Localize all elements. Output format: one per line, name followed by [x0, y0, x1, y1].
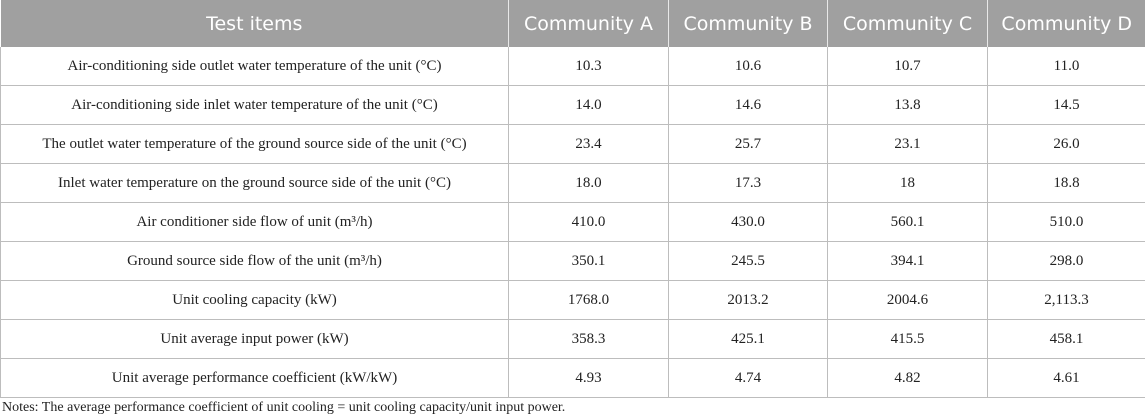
cell-community-c: 2004.6	[827, 280, 988, 320]
cell-community-d: 4.61	[987, 358, 1145, 398]
table-row: Unit average input power (kW) 358.3 425.…	[0, 319, 1145, 359]
cell-community-b: 4.74	[668, 358, 828, 398]
cell-community-a: 10.3	[508, 47, 669, 86]
cell-community-b: 25.7	[668, 124, 828, 164]
cell-community-c: 23.1	[827, 124, 988, 164]
row-label: Ground source side flow of the unit (m³/…	[0, 241, 509, 281]
cell-community-d: 18.8	[987, 163, 1145, 203]
cell-community-d: 11.0	[987, 47, 1145, 86]
cell-community-d: 298.0	[987, 241, 1145, 281]
header-community-b: Community B	[668, 0, 828, 47]
cell-community-d: 26.0	[987, 124, 1145, 164]
header-row: Test items Community A Community B Commu…	[0, 0, 1145, 47]
table-row: Unit average performance coefficient (kW…	[0, 358, 1145, 398]
cell-community-c: 13.8	[827, 85, 988, 125]
cell-community-b: 17.3	[668, 163, 828, 203]
cell-community-a: 1768.0	[508, 280, 669, 320]
cell-community-b: 245.5	[668, 241, 828, 281]
cell-community-d: 2,113.3	[987, 280, 1145, 320]
row-label: Unit average input power (kW)	[0, 319, 509, 359]
cell-community-a: 18.0	[508, 163, 669, 203]
cell-community-a: 4.93	[508, 358, 669, 398]
cell-community-a: 410.0	[508, 202, 669, 242]
cell-community-b: 2013.2	[668, 280, 828, 320]
cell-community-d: 510.0	[987, 202, 1145, 242]
cell-community-c: 18	[827, 163, 988, 203]
cell-community-c: 394.1	[827, 241, 988, 281]
cell-community-d: 458.1	[987, 319, 1145, 359]
row-label: Unit average performance coefficient (kW…	[0, 358, 509, 398]
cell-community-a: 350.1	[508, 241, 669, 281]
table-note: Notes: The average performance coefficie…	[2, 400, 566, 415]
cell-community-c: 560.1	[827, 202, 988, 242]
header-community-c: Community C	[827, 0, 988, 47]
table-row: The outlet water temperature of the grou…	[0, 124, 1145, 164]
row-label: Unit cooling capacity (kW)	[0, 280, 509, 320]
table-row: Air-conditioning side outlet water tempe…	[0, 47, 1145, 86]
row-label: Air-conditioning side inlet water temper…	[0, 85, 509, 125]
cell-community-a: 23.4	[508, 124, 669, 164]
cell-community-a: 358.3	[508, 319, 669, 359]
table-row: Air-conditioning side inlet water temper…	[0, 85, 1145, 125]
header-community-a: Community A	[508, 0, 669, 47]
cell-community-b: 10.6	[668, 47, 828, 86]
cell-community-c: 4.82	[827, 358, 988, 398]
cell-community-c: 415.5	[827, 319, 988, 359]
cell-community-a: 14.0	[508, 85, 669, 125]
header-test-items: Test items	[0, 0, 509, 47]
table-row: Unit cooling capacity (kW) 1768.0 2013.2…	[0, 280, 1145, 320]
table-header: Test items Community A Community B Commu…	[0, 0, 1145, 47]
cell-community-c: 10.7	[827, 47, 988, 86]
header-community-d: Community D	[987, 0, 1145, 47]
performance-table: Test items Community A Community B Commu…	[0, 0, 1145, 398]
cell-community-d: 14.5	[987, 85, 1145, 125]
row-label: Air conditioner side flow of unit (m³/h)	[0, 202, 509, 242]
cell-community-b: 430.0	[668, 202, 828, 242]
table-row: Inlet water temperature on the ground so…	[0, 163, 1145, 203]
cell-community-b: 425.1	[668, 319, 828, 359]
cell-community-b: 14.6	[668, 85, 828, 125]
table-row: Ground source side flow of the unit (m³/…	[0, 241, 1145, 281]
row-label: The outlet water temperature of the grou…	[0, 124, 509, 164]
table-row: Air conditioner side flow of unit (m³/h)…	[0, 202, 1145, 242]
row-label: Inlet water temperature on the ground so…	[0, 163, 509, 203]
table-body: Air-conditioning side outlet water tempe…	[0, 47, 1145, 398]
row-label: Air-conditioning side outlet water tempe…	[0, 47, 509, 86]
